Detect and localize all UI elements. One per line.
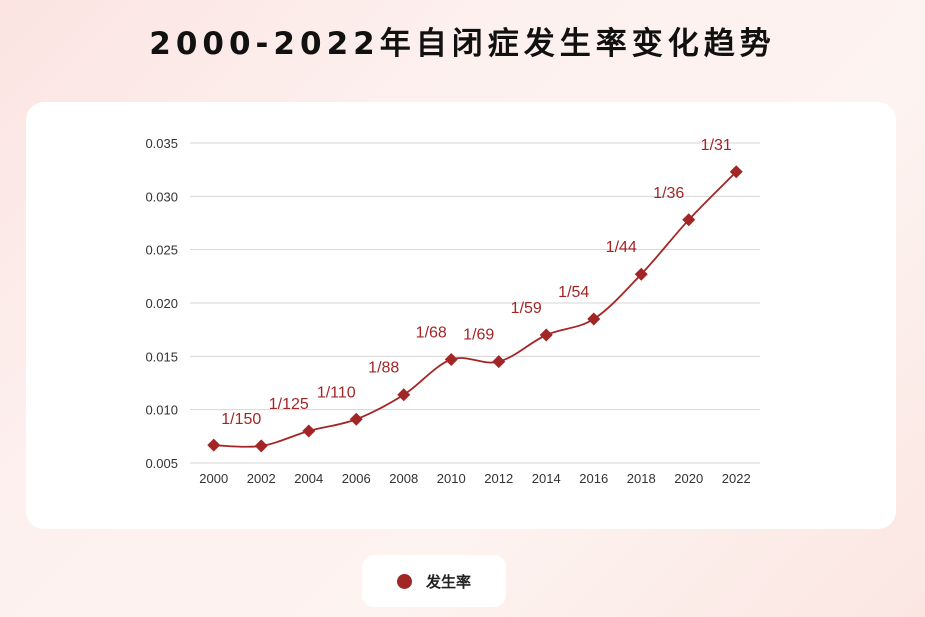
line-chart: 0.005 0.010 0.015 0.020 0.025 0.030 0.035 2000… xyxy=(145,136,760,486)
x-tick-label: 2006 xyxy=(342,471,371,486)
data-point xyxy=(207,438,221,452)
x-tick-label: 2020 xyxy=(674,471,703,486)
x-tick-label: 2012 xyxy=(484,471,513,486)
y-tick-label: 0.025 xyxy=(145,243,178,258)
data-point xyxy=(682,213,696,227)
data-label: 1/150 xyxy=(221,411,261,428)
x-tick-label: 2018 xyxy=(627,471,656,486)
data-label: 1/88 xyxy=(368,360,399,377)
x-tick-label: 2004 xyxy=(294,471,323,486)
data-point xyxy=(397,388,411,402)
y-tick-label: 0.015 xyxy=(145,349,178,364)
x-tick-label: 2014 xyxy=(532,471,561,486)
data-point xyxy=(302,424,316,438)
data-label: 1/69 xyxy=(463,327,494,344)
data-label: 1/36 xyxy=(653,185,684,202)
data-point xyxy=(444,353,458,367)
data-label: 1/31 xyxy=(701,137,732,154)
data-label: 1/68 xyxy=(416,325,447,342)
data-label: 1/125 xyxy=(269,396,309,413)
data-point xyxy=(539,328,553,342)
chart-card: 0.005 0.010 0.015 0.020 0.025 0.030 0.035 2000… xyxy=(26,102,896,529)
y-tick-label: 0.030 xyxy=(145,189,178,204)
x-tick-label: 2022 xyxy=(722,471,751,486)
data-label: 1/110 xyxy=(317,384,356,401)
x-tick-label: 2000 xyxy=(199,471,228,486)
data-point xyxy=(634,267,648,281)
legend-label: 发生率 xyxy=(425,572,471,591)
x-tick-label: 2002 xyxy=(247,471,276,486)
y-tick-label: 0.005 xyxy=(145,456,178,471)
data-point xyxy=(492,355,506,369)
y-tick-label: 0.020 xyxy=(145,296,178,311)
x-tick-label: 2010 xyxy=(437,471,466,486)
x-tick-label: 2016 xyxy=(579,471,608,486)
data-label: 1/54 xyxy=(558,284,589,301)
chart-title: 2000-2022年自闭症发生率变化趋势 xyxy=(149,26,776,62)
x-tick-label: 2008 xyxy=(389,471,418,486)
y-tick-label: 0.010 xyxy=(145,403,178,418)
legend: 发生率 xyxy=(362,555,506,607)
data-label: 1/44 xyxy=(606,239,637,256)
y-tick-label: 0.035 xyxy=(145,136,178,151)
data-point xyxy=(254,439,268,453)
data-point xyxy=(587,312,601,326)
legend-marker xyxy=(396,573,412,589)
data-point xyxy=(729,165,743,179)
data-point xyxy=(349,412,363,426)
data-label: 1/59 xyxy=(511,300,542,317)
